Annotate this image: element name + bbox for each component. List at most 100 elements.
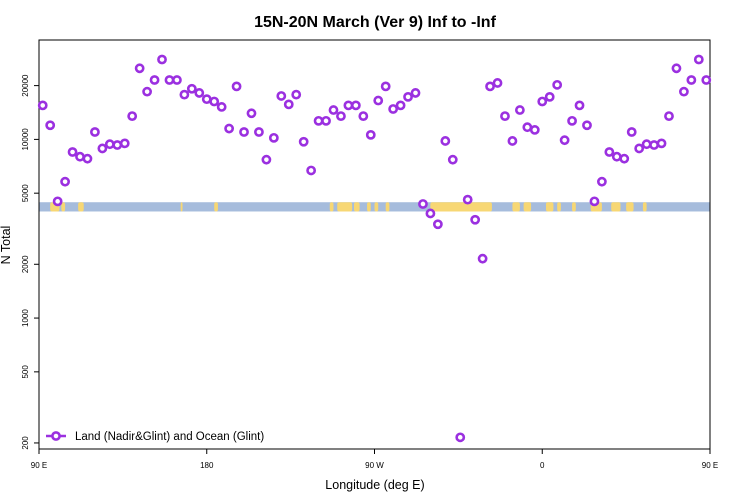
data-point [649, 140, 659, 150]
data-point [462, 194, 473, 205]
plot-area: 90 E 180 90 W 0 90 E 200 500 1000 2000 5000 10000 2… [21, 39, 718, 470]
data-point [142, 86, 153, 97]
data-point [679, 86, 689, 97]
data-point [60, 176, 70, 187]
data-point [619, 153, 630, 164]
data-point [201, 94, 212, 105]
land-segment [78, 202, 84, 212]
data-point [291, 89, 302, 100]
data-point [641, 139, 652, 150]
data-point [119, 138, 130, 149]
data-point [388, 104, 399, 114]
data-point [172, 75, 182, 85]
data-point [186, 83, 197, 94]
land-segment [353, 202, 360, 212]
y-tick-label: 1000 [21, 309, 30, 327]
land-segment [545, 202, 554, 212]
data-point [537, 96, 548, 107]
data-point [336, 111, 346, 122]
x-axis-label: Longitude (deg E) [325, 478, 424, 492]
data-point [45, 120, 56, 131]
data-point [656, 138, 667, 149]
land-segment [374, 202, 379, 212]
chart-title: 15N-20N March (Ver 9) Inf to -Inf [254, 14, 496, 31]
land-segment [557, 202, 561, 212]
land-segment [512, 202, 520, 212]
data-point [522, 122, 533, 133]
data-point [455, 432, 466, 443]
land-segment [430, 202, 492, 212]
data-point [157, 54, 167, 65]
data-point [477, 253, 488, 264]
data-point [626, 127, 637, 137]
land-segment [611, 202, 621, 212]
data-point [209, 96, 220, 107]
data-point [97, 143, 108, 154]
data-point [559, 135, 570, 146]
data-point [75, 151, 85, 162]
data-point [634, 143, 645, 154]
y-tick-label: 500 [21, 365, 30, 379]
land-segment [329, 202, 334, 212]
land-segment [385, 202, 390, 212]
data-point [313, 115, 324, 126]
data-point [194, 88, 205, 98]
data-point [134, 63, 145, 74]
data-point [112, 140, 123, 150]
data-point [254, 127, 264, 137]
y-tick-label: 10000 [21, 128, 30, 151]
data-point [358, 111, 369, 122]
y-tick-label: 5000 [21, 184, 30, 202]
data-point [671, 63, 682, 74]
data-point [321, 115, 331, 126]
data-point [440, 136, 451, 146]
data-point [261, 154, 272, 165]
data-point [298, 136, 309, 147]
data-point [164, 75, 175, 85]
data-point [246, 108, 257, 119]
data-point [37, 100, 48, 111]
data-point [418, 199, 428, 209]
data-point [500, 111, 510, 122]
land-segment [642, 202, 647, 212]
x-tick-label: 90 W [365, 461, 384, 470]
data-point [231, 81, 242, 92]
land-segment [367, 202, 371, 212]
data-point [432, 219, 443, 230]
data-point [604, 147, 615, 157]
data-point [365, 129, 376, 140]
data-point [380, 81, 391, 92]
data-point [239, 127, 249, 137]
data-point [567, 115, 577, 126]
land-segment [214, 202, 218, 212]
data-point [67, 147, 78, 157]
data-point [552, 79, 563, 90]
data-point [283, 99, 294, 110]
land-segment [337, 202, 353, 212]
data-point [693, 54, 704, 65]
data-point [596, 176, 607, 187]
data-point [328, 105, 339, 115]
land-segment [61, 202, 66, 212]
legend-label: Land (Nadir&Glint) and Ocean (Glint) [75, 431, 264, 443]
y-tick-label: 200 [21, 436, 30, 450]
y-tick-label: 20000 [21, 74, 30, 97]
data-point [485, 81, 495, 92]
x-tick-label: 180 [200, 461, 214, 470]
land-segment [572, 202, 576, 212]
land-segment [180, 202, 183, 212]
data-point [276, 91, 287, 101]
land-segment [523, 202, 532, 212]
data-point [589, 196, 600, 207]
data-point [343, 100, 354, 111]
data-point [268, 132, 279, 143]
y-axis-label: N Total [0, 226, 13, 265]
x-tick-label: 0 [540, 461, 545, 470]
x-tick-label: 90 E [31, 461, 47, 470]
data-point [395, 100, 406, 111]
data-point [425, 208, 436, 219]
data-point [514, 105, 525, 115]
y-tick-label: 2000 [21, 255, 30, 273]
data-point [149, 75, 160, 85]
